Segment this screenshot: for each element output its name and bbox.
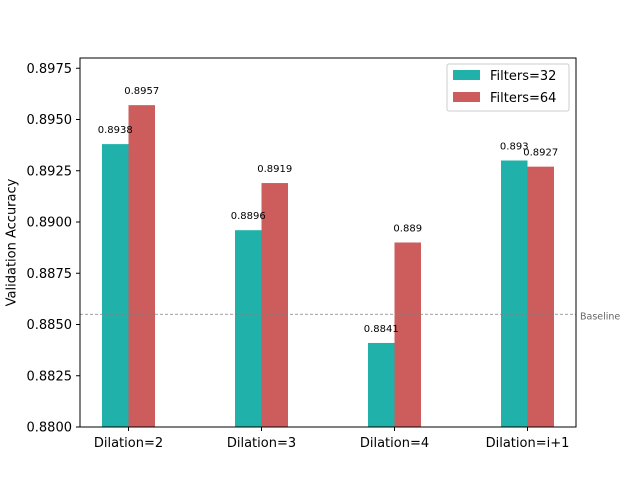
x-tick-label: Dilation=2 <box>94 436 163 451</box>
y-tick-label: 0.8950 <box>27 113 73 128</box>
legend-label-filters-64: Filters=64 <box>490 91 556 106</box>
bar-filters-64-dilation-2 <box>128 105 155 428</box>
bar-filters-64-dilation-3 <box>261 183 288 427</box>
y-tick-label: 0.8875 <box>27 267 73 282</box>
x-tick-label: Dilation=4 <box>360 436 429 451</box>
data-labels-layer: 0.8938 0.8896 0.8841 0.893 0.8957 0.8919 0.889… <box>98 86 559 335</box>
axes-layer: 0.8800 0.8825 0.8850 0.8875 0.8900 0.8925 0.89… <box>27 62 570 451</box>
plot-frame <box>79 57 577 428</box>
data-label: 0.8841 <box>364 324 399 335</box>
y-tick-label: 0.8850 <box>27 318 73 333</box>
data-label: 0.8938 <box>98 125 133 136</box>
x-tick-label: Dilation=i+1 <box>486 436 570 451</box>
legend-swatch-filters-32 <box>453 70 480 80</box>
baseline-layer: Baseline <box>80 311 620 322</box>
y-tick-label: 0.8975 <box>27 62 73 77</box>
baseline-label: Baseline <box>580 311 620 322</box>
bar-filters-64-dilation-4 <box>394 242 421 427</box>
bar-filters-32-dilation-2 <box>102 144 129 427</box>
bars-layer <box>102 105 554 428</box>
x-tick-label: Dilation=3 <box>227 436 296 451</box>
bar-filters-32-dilation-4 <box>368 342 395 427</box>
legend: Filters=32 Filters=64 <box>446 63 570 112</box>
bar-filters-64-dilation-i-1 <box>527 166 554 427</box>
data-label: 0.893 <box>500 142 529 153</box>
bar-filters-32-dilation-i-1 <box>501 160 528 427</box>
data-label: 0.889 <box>393 224 422 235</box>
data-label: 0.8927 <box>523 148 558 159</box>
y-tick-label: 0.8825 <box>27 369 73 384</box>
data-label: 0.8896 <box>231 211 266 222</box>
data-label: 0.8919 <box>257 164 292 175</box>
legend-swatch-filters-64 <box>453 92 480 102</box>
y-tick-label: 0.8925 <box>27 164 73 179</box>
y-tick-label: 0.8900 <box>27 216 73 231</box>
legend-label-filters-32: Filters=32 <box>490 69 556 84</box>
y-tick-label: 0.8800 <box>27 421 73 436</box>
data-label: 0.8957 <box>124 86 159 97</box>
y-axis-label: Validation Accuracy <box>5 178 20 306</box>
bar-filters-32-dilation-3 <box>235 230 262 427</box>
